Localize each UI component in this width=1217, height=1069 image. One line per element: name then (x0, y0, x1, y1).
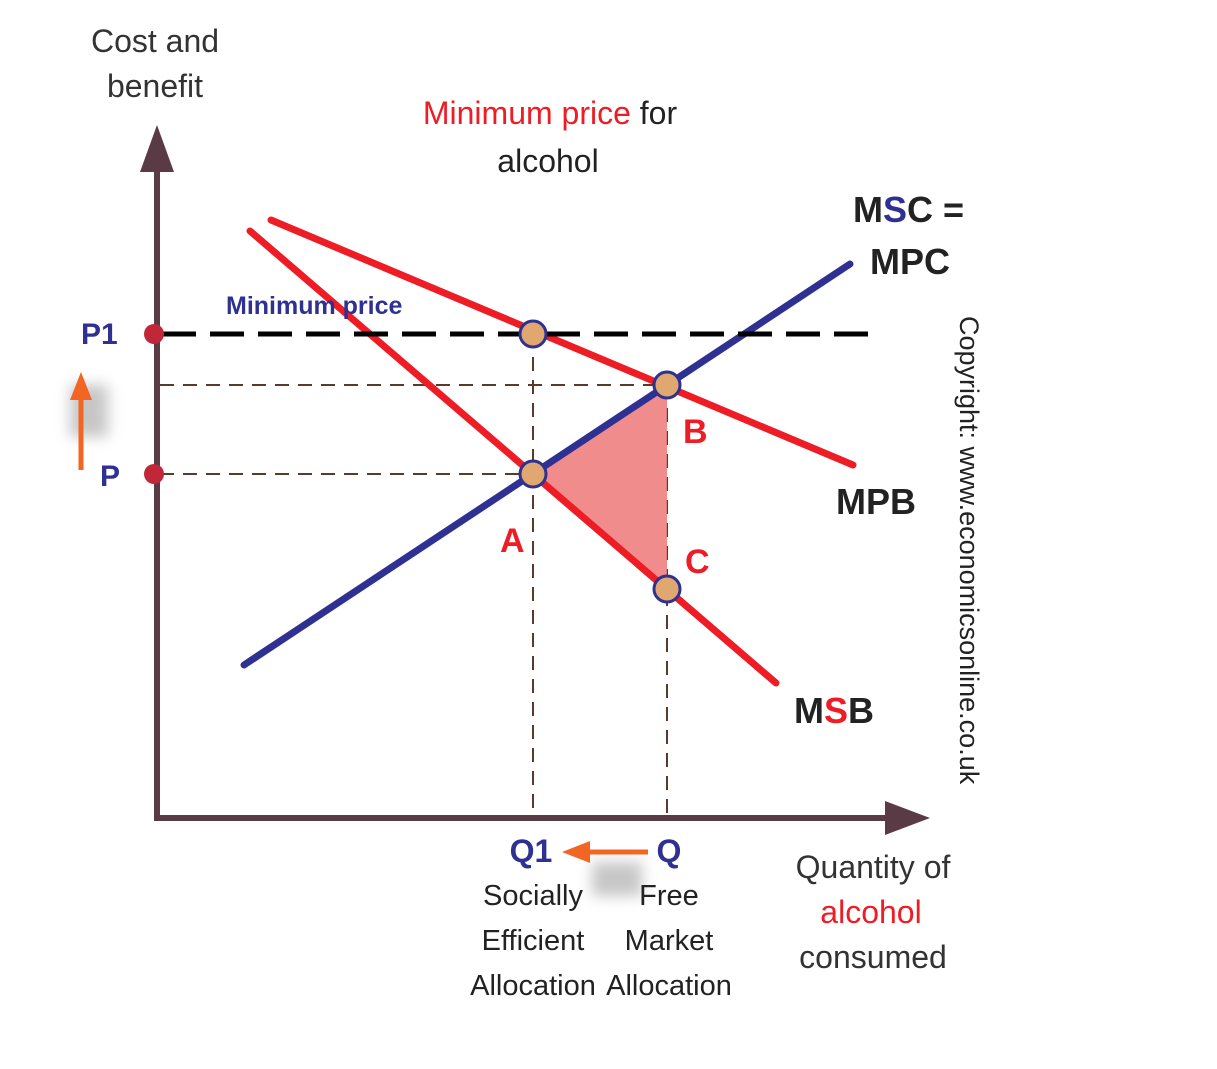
p-label: P (100, 460, 120, 493)
marker-c (652, 574, 682, 604)
guide-lines (160, 334, 668, 818)
y-axis-arrowhead (140, 125, 174, 172)
q-caption-line-1: Free (639, 880, 699, 912)
p1-label: P1 (81, 318, 118, 351)
copyright-text: Copyright: www.economicsonline.co.uk (954, 316, 984, 785)
q-caption-line-2: Market (625, 925, 714, 957)
point-a-label: A (500, 522, 525, 560)
p1-marker (144, 324, 164, 344)
msb-curve (246, 227, 780, 687)
y-axis-label-line-2: benefit (107, 68, 203, 104)
title-minimum-price: Minimum price (423, 95, 631, 131)
q-caption-line-3: Allocation (606, 970, 732, 1002)
title-for: for (631, 95, 678, 131)
quantity-fall-arrow (562, 841, 648, 896)
q1-caption-line-3: Allocation (470, 970, 596, 1002)
x-axis-label-line-3: consumed (799, 939, 947, 975)
minimum-price-label: Minimum price (226, 292, 403, 320)
mpb-label: MPB (836, 481, 916, 522)
price-rise-arrow (70, 372, 108, 470)
point-c-label: C (685, 543, 710, 581)
y-axis-label-line-1: Cost and (91, 23, 219, 59)
axes (140, 125, 930, 835)
q-label: Q (657, 833, 682, 869)
msb-label: MSB (794, 690, 874, 731)
title-line-2: alcohol (497, 143, 598, 179)
q1-caption-line-1: Socially (483, 880, 583, 912)
marker-b (652, 370, 682, 400)
x-axis-arrowhead (885, 801, 930, 835)
mpc-label: MPC (870, 241, 950, 282)
msc-mpc-curve (240, 260, 854, 669)
x-axis-label-line-1: Quantity of (796, 849, 951, 885)
p-marker (144, 464, 164, 484)
x-axis-label-line-2: alcohol (820, 894, 921, 930)
msc-label-line-1: MSC = (853, 189, 964, 230)
intersection-markers (518, 319, 682, 604)
welfare-triangle (533, 385, 667, 589)
title-line-1: Minimum price for (423, 95, 678, 131)
mpb-curve (267, 216, 857, 469)
point-b-label: B (683, 413, 708, 451)
q1-label: Q1 (510, 833, 553, 869)
marker-min-price (518, 319, 548, 349)
marker-a (518, 459, 548, 489)
q1-caption-line-2: Efficient (482, 925, 585, 957)
